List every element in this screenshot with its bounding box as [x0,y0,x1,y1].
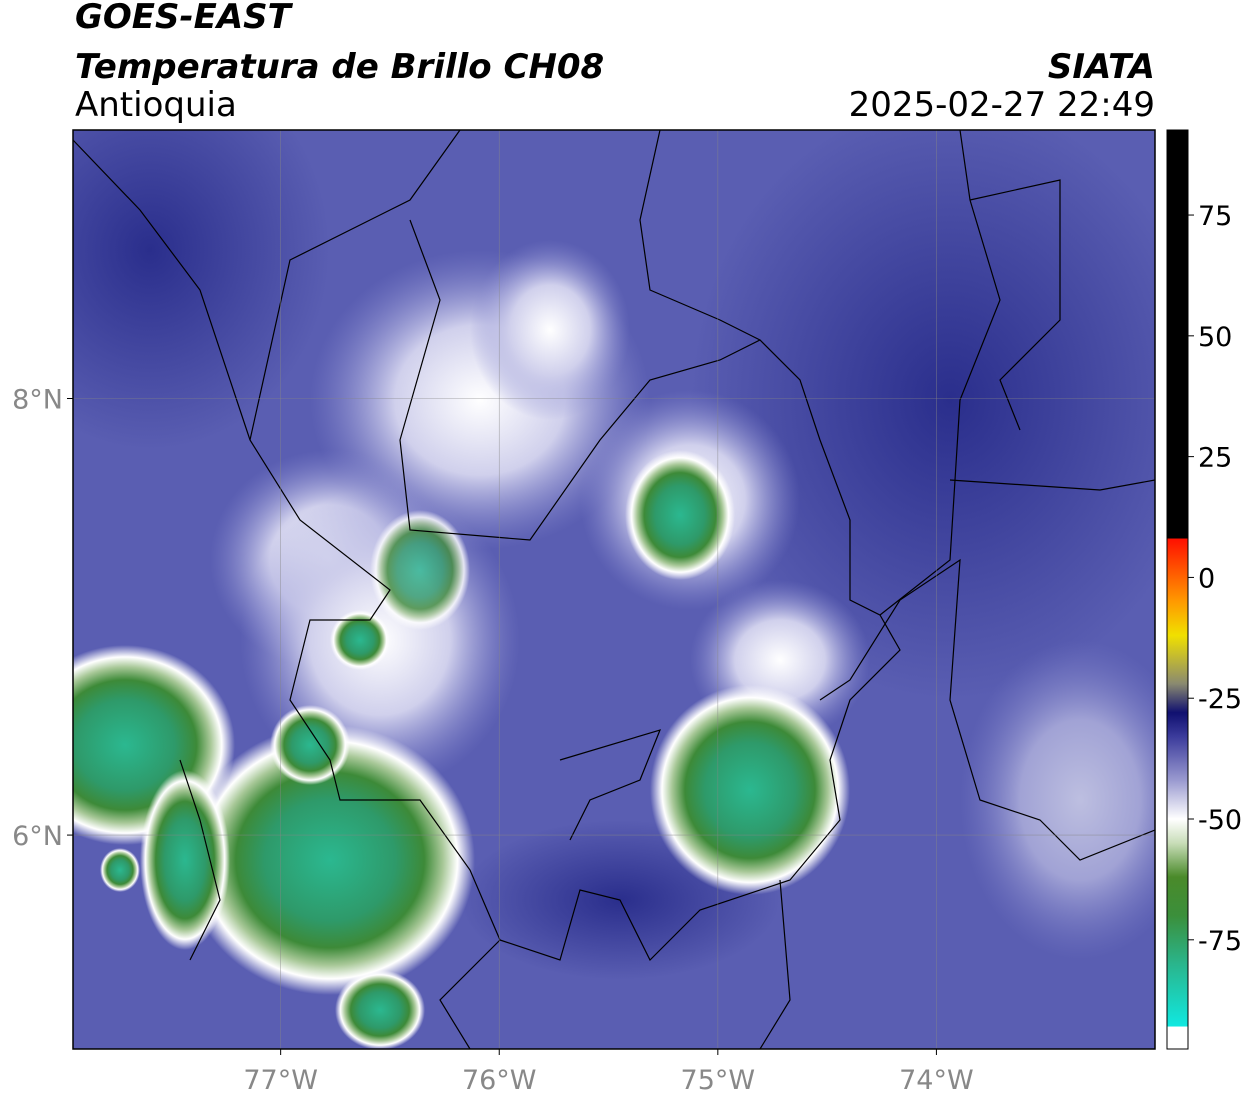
lon-label: 77°W [243,1065,318,1096]
region: Antioquia [75,85,237,125]
agency: SIATA [1048,47,1155,87]
map-frame [72,129,1156,1050]
colorbar-label: -25 [1198,684,1242,715]
product: Temperatura de Brillo CH08 [75,47,604,87]
lat-label: 6°N [12,821,63,852]
lon-label: 75°W [681,1065,756,1096]
map-image [73,130,1155,1049]
colorbar-label: 0 [1198,563,1215,594]
colorbar-label: -50 [1198,805,1242,836]
colorbar-label: 50 [1198,322,1232,353]
satellite: GOES-EAST [75,0,294,37]
colorbar-label: 25 [1198,443,1232,474]
graticule [73,130,1155,1049]
lat-label: 8°N [12,384,63,415]
colorbar-label: 75 [1198,201,1232,232]
datetime: 2025-02-27 22:49 [849,85,1155,125]
lon-label: 76°W [462,1065,537,1096]
lon-label: 74°W [899,1065,974,1096]
colorbar-label: -75 [1198,926,1242,957]
colorbar [1166,129,1189,1050]
